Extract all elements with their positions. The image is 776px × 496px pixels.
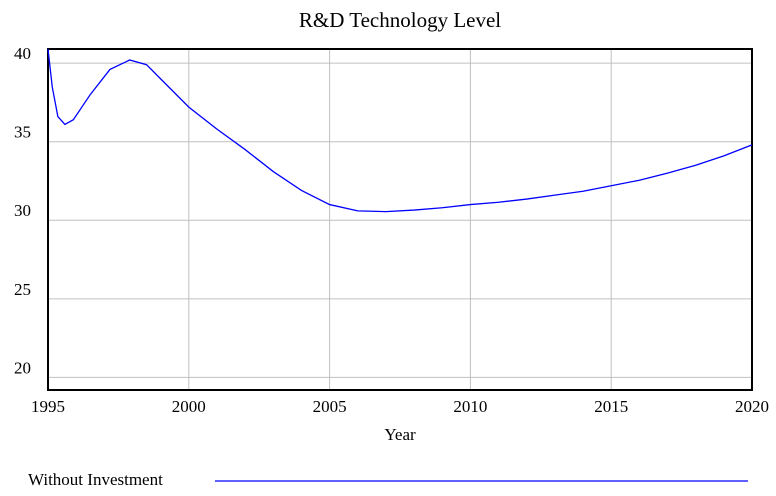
y-tick-label: 25 bbox=[14, 280, 31, 299]
data-line bbox=[47, 48, 753, 213]
y-tick-label: 30 bbox=[14, 201, 31, 220]
x-tick-label: 2005 bbox=[313, 397, 347, 416]
x-axis-label: Year bbox=[384, 425, 416, 444]
legend-label: Without Investment bbox=[28, 470, 163, 489]
x-tick-label: 2020 bbox=[735, 397, 769, 416]
plot-frame bbox=[47, 48, 753, 391]
x-tick-label: 2015 bbox=[594, 397, 628, 416]
y-tick-label: 20 bbox=[14, 358, 31, 377]
x-tick-label: 1995 bbox=[31, 397, 65, 416]
y-tick-label: 35 bbox=[14, 123, 31, 142]
y-tick-label: 40 bbox=[14, 44, 31, 63]
chart-title: R&D Technology Level bbox=[299, 8, 501, 32]
x-tick-label: 2010 bbox=[453, 397, 487, 416]
x-tick-label: 2000 bbox=[172, 397, 206, 416]
